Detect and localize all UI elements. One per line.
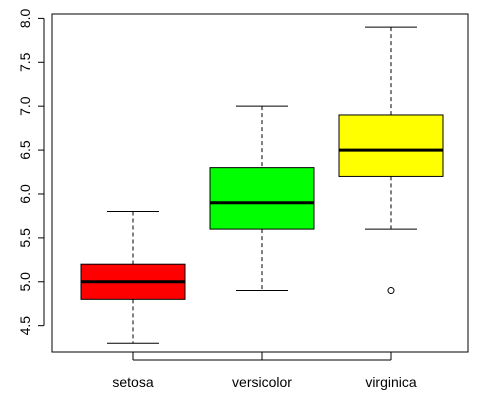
box-setosa <box>80 211 186 344</box>
y-tick-label-6: 7.5 <box>17 52 33 72</box>
y-tick-label-0: 4.5 <box>17 316 33 336</box>
y-tick-label-5: 7.0 <box>17 96 33 116</box>
plot-frame <box>51 13 469 353</box>
y-tick-label-4: 6.5 <box>17 140 33 160</box>
boxes-group <box>80 26 444 344</box>
axes-group: 4.5 5.0 5.5 6.0 6.5 7.0 7.5 8.0 setosa versicolor… <box>17 8 469 390</box>
x-tick-label-versicolor: versicolor <box>232 374 292 390</box>
outlier-point-virginica-0 <box>387 287 395 295</box>
y-tick-label-2: 5.5 <box>17 228 33 248</box>
box-virginica <box>338 26 444 295</box>
y-tick-label-1: 5.0 <box>17 272 33 292</box>
y-tick-label-7: 8.0 <box>17 8 33 28</box>
y-tick-label-3: 6.0 <box>17 184 33 204</box>
box-body-virginica <box>338 114 444 177</box>
x-tick-label-setosa: setosa <box>112 374 153 390</box>
box-body-versicolor <box>209 167 315 230</box>
x-tick-label-virginica: virginica <box>365 374 417 390</box>
box-versicolor <box>209 105 315 292</box>
